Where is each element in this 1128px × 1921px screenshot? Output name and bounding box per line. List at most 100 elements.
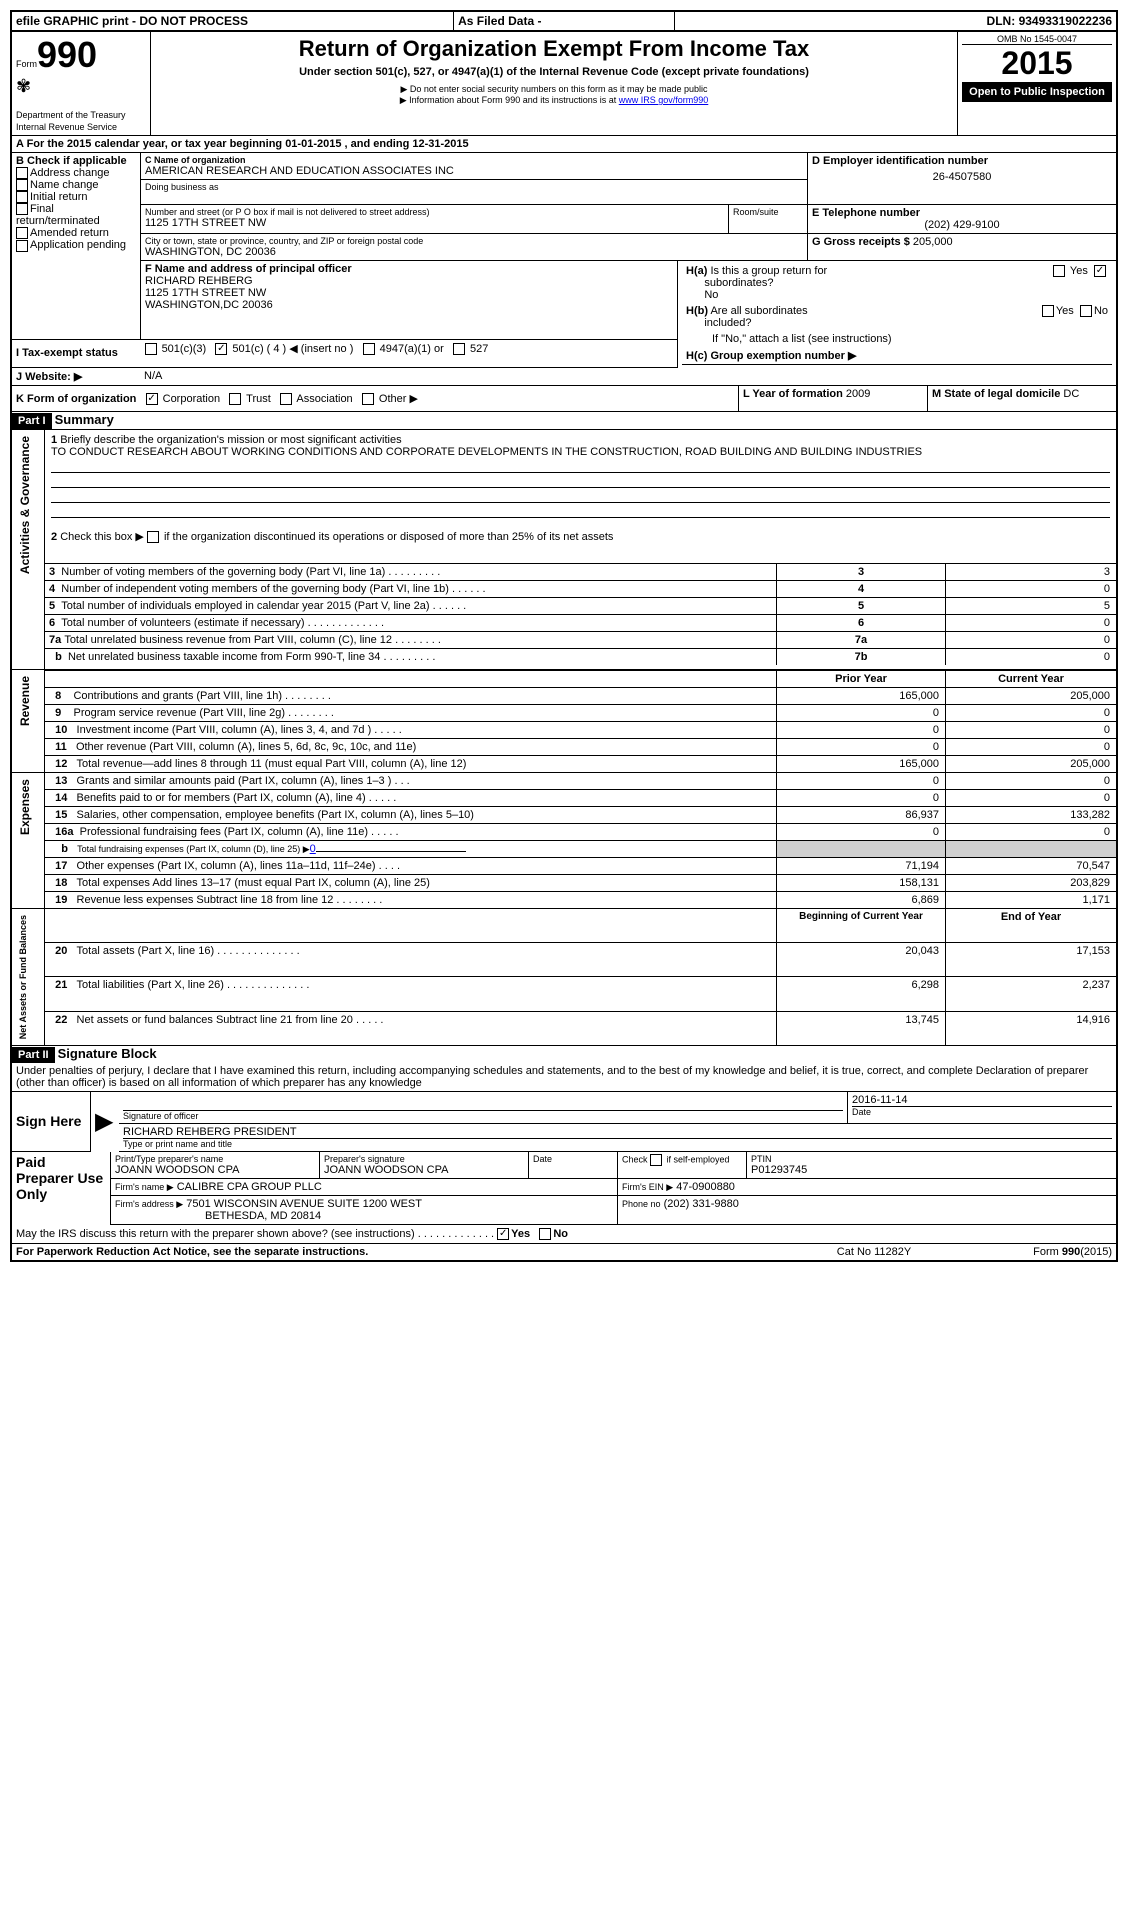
checkbox-app-pending[interactable] <box>16 240 28 252</box>
state-domicile: DC <box>1063 388 1079 400</box>
street-label: Number and street (or P O box if mail is… <box>145 207 724 217</box>
tax-year-line: A For the 2015 calendar year, or tax yea… <box>12 136 1116 153</box>
part2-title: Signature Block <box>58 1046 157 1061</box>
ptin-value: P01293745 <box>751 1164 1112 1176</box>
checkbox-527[interactable] <box>453 343 465 355</box>
q1-label: Briefly describe the organization's miss… <box>60 434 401 446</box>
firm-name: CALIBRE CPA GROUP PLLC <box>177 1181 322 1193</box>
vlabel-governance: Activities & Governance <box>16 432 34 578</box>
firm-phone: (202) 331-9880 <box>664 1198 739 1210</box>
checkbox-501c[interactable]: ✓ <box>215 343 227 355</box>
org-name: AMERICAN RESEARCH AND EDUCATION ASSOCIAT… <box>145 165 803 177</box>
hb-note: If "No," attach a list (see instructions… <box>682 331 1112 347</box>
firm-addr1: 7501 WISCONSIN AVENUE SUITE 1200 WEST <box>186 1198 422 1210</box>
col-current: Current Year <box>946 670 1117 688</box>
room-label: Room/suite <box>733 207 803 217</box>
section-m-label: M State of legal domicile <box>932 388 1060 400</box>
checkbox-discuss-yes[interactable]: ✓ <box>497 1228 509 1240</box>
checkbox-amended[interactable] <box>16 227 28 239</box>
irs-label: Internal Revenue Service <box>16 122 117 132</box>
irs-link[interactable]: www IRS gov/form990 <box>619 95 709 105</box>
checkbox-other[interactable] <box>362 393 374 405</box>
omb-number: OMB No 1545-0047 <box>962 34 1112 45</box>
city-value: WASHINGTON, DC 20036 <box>145 246 803 258</box>
perjury-declaration: Under penalties of perjury, I declare th… <box>12 1063 1116 1092</box>
efile-notice: efile GRAPHIC print - DO NOT PROCESS <box>12 12 454 31</box>
firm-addr2: BETHESDA, MD 20814 <box>115 1210 321 1222</box>
section-e-label: E Telephone number <box>812 207 1112 219</box>
checkbox-corp[interactable]: ✓ <box>146 393 158 405</box>
header-block: Form990 ✾ Department of the Treasury Int… <box>12 32 1116 136</box>
checkbox-name-change[interactable] <box>16 179 28 191</box>
footer-row: For Paperwork Reduction Act Notice, see … <box>12 1244 1116 1260</box>
table-row: b Net unrelated business taxable income … <box>12 648 1116 665</box>
sign-here-label: Sign Here <box>12 1092 91 1152</box>
vlabel-expenses: Expenses <box>16 775 34 839</box>
checkbox-sub-no[interactable] <box>1080 305 1092 317</box>
table-row: 7a Total unrelated business revenue from… <box>12 631 1116 648</box>
col-end: End of Year <box>946 908 1117 942</box>
table-row: 3 Number of voting members of the govern… <box>12 563 1116 580</box>
table-row: 17 Other expenses (Part IX, column (A), … <box>12 857 1116 874</box>
prep-date-label: Date <box>533 1154 613 1164</box>
may-irs-row: May the IRS discuss this return with the… <box>12 1225 1116 1244</box>
part2-badge: Part II <box>12 1047 55 1063</box>
table-row: 18 Total expenses Add lines 13–17 (must … <box>12 874 1116 891</box>
year-formation: 2009 <box>846 388 870 400</box>
gross-receipts: 205,000 <box>913 236 953 248</box>
date-label: Date <box>852 1106 1112 1117</box>
checkbox-initial-return[interactable] <box>16 191 28 203</box>
table-row: 15 Salaries, other compensation, employe… <box>12 806 1116 823</box>
form-title: Return of Organization Exempt From Incom… <box>171 36 937 62</box>
section-g-label: G Gross receipts $ <box>812 236 910 248</box>
checkbox-501c3[interactable] <box>145 343 157 355</box>
table-row: 11 Other revenue (Part VIII, column (A),… <box>12 738 1116 755</box>
checkbox-discuss-no[interactable] <box>539 1228 551 1240</box>
checkbox-assoc[interactable] <box>280 393 292 405</box>
mission-text: TO CONDUCT RESEARCH ABOUT WORKING CONDIT… <box>51 446 922 458</box>
section-klm-row: K Form of organization ✓ Corporation Tru… <box>12 386 1116 412</box>
table-row: 14 Benefits paid to or for members (Part… <box>12 789 1116 806</box>
note-info-pre: ▶ Information about Form 990 and its ins… <box>400 95 619 105</box>
table-row: 19 Revenue less expenses Subtract line 1… <box>12 891 1116 908</box>
checkbox-trust[interactable] <box>229 393 241 405</box>
phone-value: (202) 429-9100 <box>812 219 1112 231</box>
checkbox-address-change[interactable] <box>16 167 28 179</box>
section-j-row: J Website: ▶ N/A <box>12 368 1116 386</box>
street-value: 1125 17TH STREET NW <box>145 217 724 229</box>
table-row: 8 Contributions and grants (Part VIII, l… <box>12 687 1116 704</box>
hc-label: H(c) Group exemption number ▶ <box>686 350 856 362</box>
part1-badge: Part I <box>12 413 52 429</box>
prep-name: JOANN WOODSON CPA <box>115 1164 315 1176</box>
table-row: 10 Investment income (Part VIII, column … <box>12 721 1116 738</box>
checkbox-group-no[interactable]: ✓ <box>1094 265 1106 277</box>
checkbox-group-yes[interactable] <box>1053 265 1065 277</box>
table-row: 21 Total liabilities (Part X, line 26) .… <box>12 977 1116 1011</box>
section-l-label: L Year of formation <box>743 388 843 400</box>
sig-date: 2016-11-14 <box>852 1094 1112 1106</box>
officer-street: 1125 17TH STREET NW <box>145 287 673 299</box>
fundraising-link[interactable]: 0 <box>310 843 316 855</box>
checkbox-4947[interactable] <box>363 343 375 355</box>
signature-block: Sign Here ▶ Signature of officer 2016-11… <box>12 1092 1116 1152</box>
firm-phone-label: Phone no <box>622 1199 661 1209</box>
checkbox-sub-yes[interactable] <box>1042 305 1054 317</box>
tax-year: 2015 <box>962 45 1112 82</box>
part2-header-row: Part II Signature Block <box>12 1046 1116 1063</box>
table-row: 22 Net assets or fund balances Subtract … <box>12 1011 1116 1045</box>
paid-preparer-block: Paid Preparer Use Only Print/Type prepar… <box>12 1152 1116 1225</box>
dba-label: Doing business as <box>145 182 803 192</box>
officer-city: WASHINGTON,DC 20036 <box>145 299 673 311</box>
note-ssn: ▶ Do not enter social security numbers o… <box>171 84 937 95</box>
checkbox-final-return[interactable] <box>16 203 28 215</box>
city-label: City or town, state or province, country… <box>145 236 803 246</box>
table-row: 16a Professional fundraising fees (Part … <box>12 823 1116 840</box>
checkbox-self-employed[interactable] <box>650 1154 662 1166</box>
table-row: 5 Total number of individuals employed i… <box>12 597 1116 614</box>
cat-no: Cat No 11282Y <box>780 1244 968 1260</box>
part1-header-row: Part I Summary <box>12 412 1116 430</box>
hb-label: H(b) <box>686 305 708 317</box>
paperwork-notice: For Paperwork Reduction Act Notice, see … <box>12 1244 780 1260</box>
checkbox-discontinued[interactable] <box>147 531 159 543</box>
officer-printed-name: RICHARD REHBERG PRESIDENT <box>123 1126 1112 1138</box>
